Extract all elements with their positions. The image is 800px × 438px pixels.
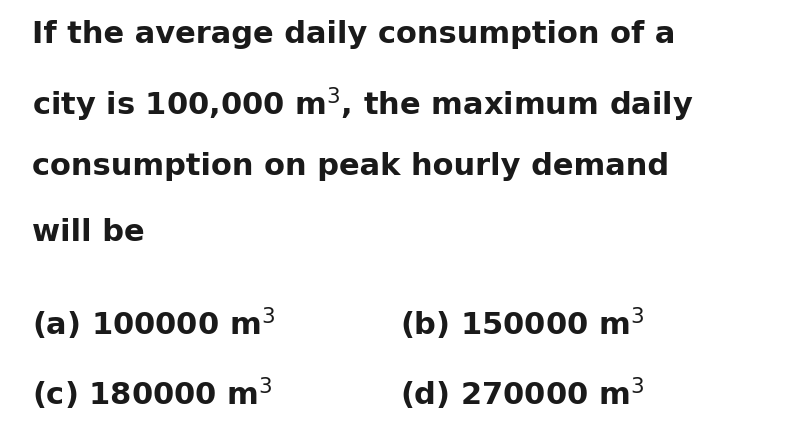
Text: will be: will be [32, 218, 145, 247]
Text: city is 100,000 m$^{3}$, the maximum daily: city is 100,000 m$^{3}$, the maximum dai… [32, 86, 694, 124]
Text: If the average daily consumption of a: If the average daily consumption of a [32, 20, 675, 49]
Text: (c) 180000 m$^{3}$: (c) 180000 m$^{3}$ [32, 374, 273, 410]
Text: (a) 100000 m$^{3}$: (a) 100000 m$^{3}$ [32, 304, 275, 341]
Text: consumption on peak hourly demand: consumption on peak hourly demand [32, 152, 669, 180]
Text: (b) 150000 m$^{3}$: (b) 150000 m$^{3}$ [400, 304, 644, 341]
Text: (d) 270000 m$^{3}$: (d) 270000 m$^{3}$ [400, 374, 644, 410]
